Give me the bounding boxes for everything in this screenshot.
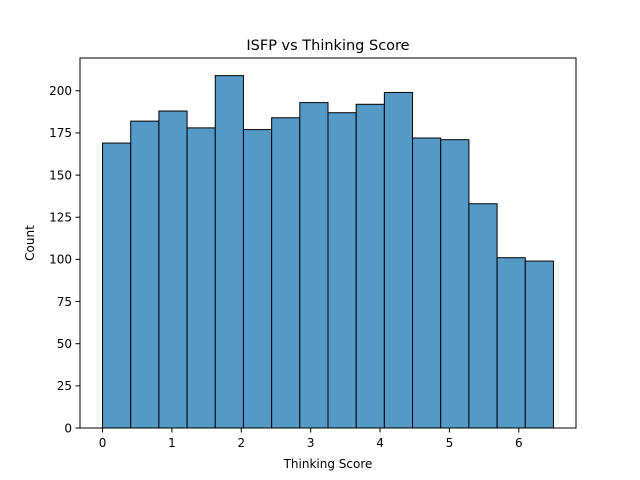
y-tick-label: 0: [64, 421, 72, 435]
x-tick-label: 0: [99, 436, 107, 450]
histogram-bar: [186, 127, 216, 429]
x-tick-label: 4: [376, 436, 384, 450]
x-tick-label: 1: [168, 436, 176, 450]
histogram-bar: [299, 102, 329, 429]
histogram-bar: [468, 203, 498, 429]
histogram-bar: [327, 112, 357, 429]
x-tick-label: 5: [446, 436, 454, 450]
chart-title: ISFP vs Thinking Score: [246, 38, 409, 54]
y-tick-label: 100: [49, 253, 72, 267]
y-tick-label: 175: [49, 126, 72, 140]
y-tick-label: 75: [57, 295, 72, 309]
histogram-bar: [355, 103, 385, 429]
y-tick-label: 150: [49, 168, 72, 182]
x-axis-ticks: 0 1 2 3 4 5 6: [99, 428, 523, 450]
histogram-bar: [524, 260, 554, 429]
plot-frame: [79, 57, 577, 429]
histogram-bar: [102, 142, 132, 429]
y-tick-label: 125: [49, 211, 72, 225]
y-tick-label: 200: [49, 84, 72, 98]
histogram-bar: [383, 91, 414, 429]
bars-group: [102, 75, 554, 429]
y-tick-label: 50: [57, 337, 72, 351]
y-axis-ticks: 0 25 50 75 100 125 150 175 200: [49, 84, 80, 435]
histogram-bar: [496, 257, 526, 429]
histogram-bar: [242, 129, 273, 429]
histogram-bar: [440, 139, 470, 429]
histogram-bar: [214, 75, 244, 429]
histogram-bar: [158, 110, 188, 429]
y-tick-label: 25: [57, 379, 72, 393]
x-tick-label: 2: [237, 436, 245, 450]
histogram-bar: [271, 117, 301, 429]
histogram-bar: [130, 120, 160, 429]
y-axis-label: Count: [23, 225, 37, 261]
histogram-bar: [412, 137, 442, 429]
x-tick-label: 3: [307, 436, 315, 450]
x-axis-label: Thinking Score: [283, 457, 373, 471]
x-tick-label: 6: [515, 436, 523, 450]
